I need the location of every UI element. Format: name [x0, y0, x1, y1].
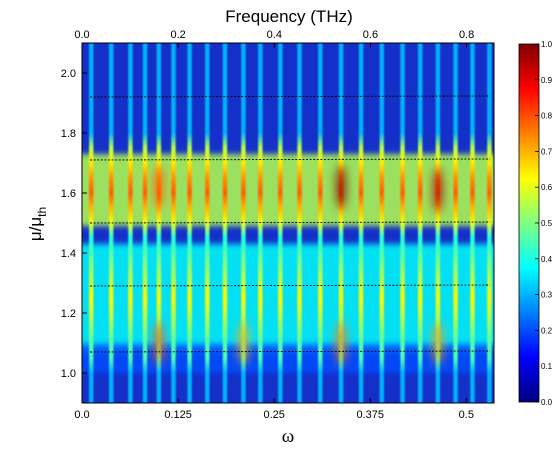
y-tick-label: 2.0 — [61, 68, 76, 80]
colorbar-tick-label: 0.1 — [541, 362, 553, 371]
colorbar-tick-label: 0.2 — [541, 326, 553, 335]
resonance-line — [187, 43, 192, 403]
resonance-line — [241, 43, 246, 403]
resonance-line — [487, 43, 492, 403]
x-tick-label: 0.125 — [164, 409, 192, 421]
colorbar-tick-label: 0.5 — [541, 219, 553, 228]
dashed-level-line — [89, 221, 491, 224]
y-tick-label: 1.4 — [61, 248, 76, 260]
colorbar-tick-label: 0.7 — [541, 147, 553, 156]
resonance-line — [470, 43, 475, 403]
y-axis-label: μ/μth — [26, 207, 49, 241]
hotspot — [433, 321, 442, 365]
colorbar-tick-label: 0.4 — [541, 255, 553, 264]
resonance-line — [400, 43, 405, 403]
top-tick-label: 0.2 — [171, 29, 186, 41]
resonance-line — [379, 43, 384, 403]
resonance-line — [453, 43, 458, 403]
intensity-band — [82, 343, 494, 373]
y-tick-label: 1.8 — [61, 128, 76, 140]
dashed-level-line — [89, 350, 491, 353]
intensity-band — [82, 154, 494, 226]
resonance-line — [435, 43, 441, 403]
colorbar-tick-label: 0.8 — [541, 112, 553, 121]
plot-frame — [81, 42, 495, 404]
y-tick-label: 1.6 — [61, 188, 76, 200]
intensity-band — [82, 244, 494, 352]
dashed-level-line — [89, 158, 491, 161]
intensity-bands — [82, 154, 494, 373]
resonance-line — [358, 43, 364, 403]
resonance-line — [318, 43, 323, 403]
dashed-level-line — [89, 284, 491, 287]
x-axis-label: ω — [282, 426, 295, 447]
top-tick-label: 0.4 — [267, 29, 282, 41]
resonance-line — [338, 43, 344, 403]
x-tick-label: 0.5 — [459, 409, 474, 421]
hotspot — [154, 165, 163, 209]
hotspot — [337, 321, 346, 365]
hotspot — [154, 321, 163, 365]
y-tick-label: 1.0 — [61, 368, 76, 380]
top-tick-label: 0.6 — [363, 29, 378, 41]
top-tick-label: 0.0 — [74, 29, 89, 41]
chart-title: Frequency (THz) — [225, 7, 353, 26]
colorbar-tick-label: 1.0 — [541, 40, 553, 49]
colorbar-tick-label: 0.3 — [541, 291, 553, 300]
colorbar-tick-label: 0.0 — [541, 398, 553, 407]
dashed-level-line — [89, 95, 491, 98]
colorbar-ticks: 0.0 0.1 0.2 0.3 0.4 0.5 0.6 0.7 0.8 0.9 1.0 — [535, 40, 553, 407]
y-axis-label-sub: th — [35, 207, 49, 217]
x-tick-label: 0.0 — [74, 409, 89, 421]
colorbar-tick-label: 0.6 — [541, 183, 553, 192]
y-axis: 1.0 1.2 1.4 1.6 1.8 2.0 — [61, 68, 87, 380]
resonance-line — [278, 43, 283, 403]
x-axis: 0.0 0.125 0.25 0.375 0.5 — [74, 398, 474, 421]
hotspot — [433, 168, 442, 212]
dashed-levels — [89, 95, 491, 353]
y-axis-label-main: μ/μ — [26, 217, 45, 241]
x-tick-label: 0.25 — [263, 409, 284, 421]
hotspot — [337, 165, 346, 209]
top-tick-label: 0.8 — [459, 29, 474, 41]
colorbar-tick-label: 0.9 — [541, 76, 553, 85]
y-tick-label: 1.2 — [61, 308, 76, 320]
hotspot — [239, 321, 248, 365]
resonance-line — [109, 43, 114, 403]
resonance-line — [205, 43, 210, 403]
top-axis: 0.0 0.2 0.4 0.6 0.8 — [74, 29, 474, 48]
plot-area — [82, 43, 494, 403]
resonance-line — [418, 43, 423, 403]
resonance-line — [297, 43, 302, 403]
hotspots — [154, 165, 442, 365]
x-tick-label: 0.375 — [356, 409, 384, 421]
